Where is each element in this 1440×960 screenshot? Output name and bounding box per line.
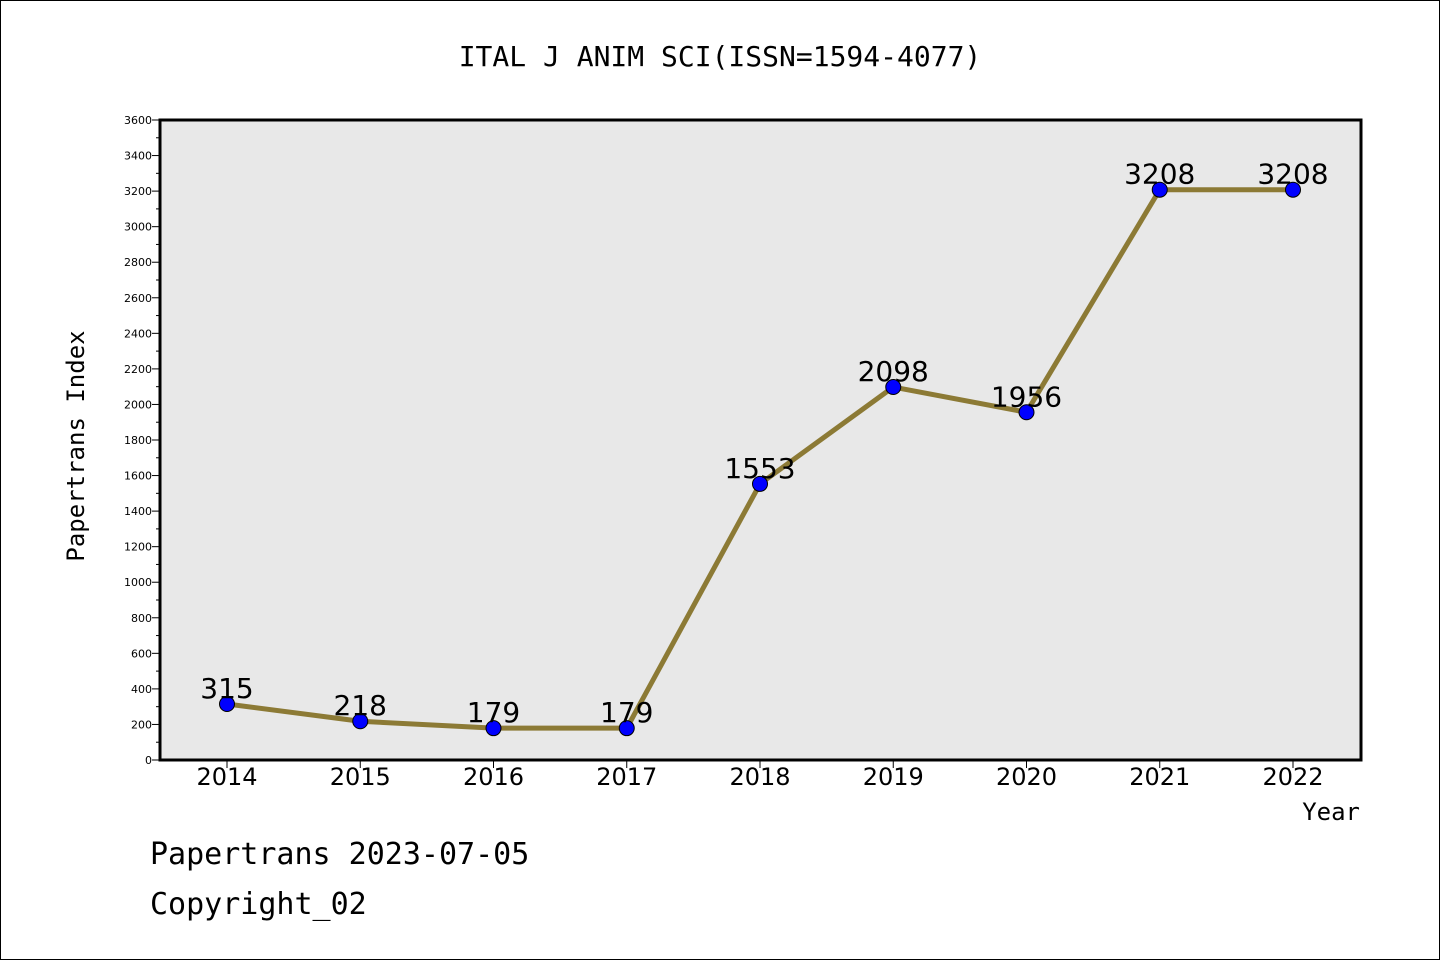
y-tick-label: 1600: [124, 470, 152, 483]
data-point: [352, 713, 369, 730]
x-tick-label: 2014: [196, 763, 257, 791]
x-tick-label: 2022: [1262, 763, 1323, 791]
x-tick-label: 2017: [596, 763, 657, 791]
y-tick-label: 1200: [124, 541, 152, 554]
data-label: 179: [467, 696, 520, 729]
y-tick-label: 1400: [124, 505, 152, 518]
y-tick-label: 3600: [124, 114, 152, 127]
y-tick-label: 800: [131, 612, 152, 625]
y-axis: 0 200 400 600 800 1000 1200 1400 1600 1800 2000 220…: [124, 114, 160, 767]
chart-title: ITAL J ANIM SCI(ISSN=1594-4077): [459, 40, 982, 73]
y-tick-label: 600: [131, 647, 152, 660]
y-tick-label: 3000: [124, 221, 152, 234]
y-tick-label: 1000: [124, 576, 152, 589]
x-tick-label: 2021: [1129, 763, 1190, 791]
data-point: [752, 475, 768, 492]
data-label: 315: [200, 672, 253, 705]
y-tick-label: 200: [131, 718, 152, 731]
y-tick-label: 3200: [124, 185, 152, 198]
x-tick-label: 2016: [463, 763, 524, 791]
data-labels: 315 218 179 179 1553 2098 1956 3208 3208: [200, 158, 1328, 729]
x-axis: 2014 2015 2016 2017 2018 2019 2020 2021 2022: [196, 760, 1324, 791]
footer-date: Papertrans 2023-07-05: [150, 837, 529, 872]
footer-copyright: Copyright_02: [150, 887, 367, 922]
y-tick-label: 0: [145, 754, 152, 767]
y-tick-label: 2400: [124, 327, 152, 340]
y-axis-label: Papertrans Index: [62, 330, 90, 561]
y-tick-label: 2600: [124, 292, 152, 305]
y-tick-label: 400: [131, 683, 152, 696]
y-tick-label: 2000: [124, 398, 152, 411]
data-point: [1151, 181, 1168, 198]
x-axis-label: Year: [1302, 798, 1360, 826]
y-tick-label: 2800: [124, 256, 152, 269]
plot-area: [158, 118, 1363, 762]
data-label: 1956: [991, 380, 1062, 413]
y-tick-label: 3400: [124, 150, 152, 163]
data-point: [1018, 404, 1035, 421]
data-label: 179: [600, 696, 653, 729]
data-label: 3208: [1257, 158, 1328, 191]
data-label: 3208: [1124, 158, 1195, 191]
x-tick-label: 2020: [996, 763, 1057, 791]
data-label: 2098: [858, 355, 929, 388]
data-point: [1285, 181, 1301, 198]
x-tick-label: 2019: [863, 763, 924, 791]
data-point: [485, 720, 502, 737]
data-point: [885, 379, 902, 396]
data-point: [219, 696, 235, 712]
data-label: 1553: [724, 452, 795, 485]
data-point: [618, 720, 635, 737]
data-label: 218: [334, 689, 387, 722]
x-tick-label: 2015: [330, 763, 391, 791]
x-tick-label: 2018: [729, 763, 790, 791]
data-points: [219, 181, 1301, 737]
y-tick-label: 2200: [124, 363, 152, 376]
y-tick-label: 1800: [124, 434, 152, 447]
